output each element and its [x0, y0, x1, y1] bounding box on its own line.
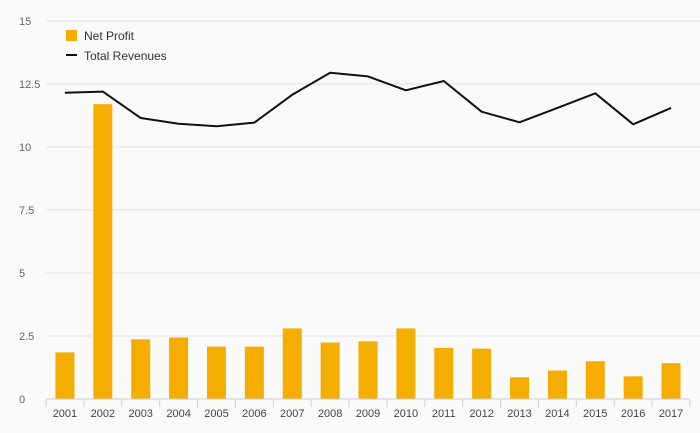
bar-net-profit [244, 346, 264, 399]
y-tick-label: 0 [19, 394, 25, 406]
bar-net-profit [282, 328, 302, 399]
total-revenues-line-layer [64, 71, 672, 128]
x-tick-label: 2006 [242, 408, 266, 420]
bar-net-profit [206, 346, 226, 399]
x-axis: 2001 2002 2003 2004 2005 2006 2007 2008 2009 2010… [45, 398, 691, 420]
bar-net-profit [661, 363, 681, 399]
y-tick-label: 5 [19, 268, 25, 280]
x-tick-label: 2003 [128, 408, 152, 420]
legend-label-net-profit: Net Profit [84, 29, 135, 43]
x-tick-label: 2011 [432, 408, 456, 420]
x-tick-label: 2014 [545, 408, 569, 420]
y-tick-label: 10 [19, 142, 31, 154]
y-tick-label: 2.5 [19, 331, 34, 343]
x-tick-label: 2004 [166, 408, 190, 420]
bar-net-profit [93, 104, 113, 399]
x-tick-label: 2015 [583, 408, 607, 420]
legend-swatch-net-profit [66, 30, 77, 41]
x-tick-label: 2012 [469, 408, 493, 420]
x-tick-label: 2001 [53, 408, 77, 420]
y-tick-label: 12.5 [19, 79, 40, 91]
bar-net-profit [547, 370, 567, 399]
bar-net-profit [396, 328, 416, 399]
x-tick-label: 2007 [280, 408, 304, 420]
bar-net-profit [585, 361, 605, 399]
bar-net-profit [434, 347, 454, 399]
bar-net-profit [169, 337, 189, 399]
x-tick-label: 2009 [356, 408, 380, 420]
x-tick-label: 2016 [621, 408, 645, 420]
bar-net-profit [55, 352, 75, 399]
x-tick-label: 2008 [318, 408, 342, 420]
bar-net-profit [472, 348, 492, 399]
x-tick-label: 2013 [507, 408, 531, 420]
net-profit-bars [55, 104, 681, 399]
x-tick-label: 2017 [659, 408, 683, 420]
legend-label-total-revenues: Total Revenues [84, 49, 167, 63]
bar-net-profit [358, 341, 378, 399]
y-tick-label: 15 [19, 16, 31, 28]
y-tick-label: 7.5 [19, 205, 34, 217]
x-tick-label: 2010 [394, 408, 418, 420]
total-revenues-line [64, 71, 672, 128]
bar-net-profit [320, 342, 340, 399]
gridlines [46, 20, 700, 337]
bar-net-profit [131, 339, 151, 399]
x-tick-label: 2005 [204, 408, 228, 420]
y-axis: 0 2.5 5 7.5 10 12.5 15 [19, 16, 40, 406]
bar-net-profit [623, 376, 643, 399]
x-tick-label: 2002 [91, 408, 115, 420]
legend: Net Profit Total Revenues [66, 29, 167, 63]
bar-net-profit [510, 377, 530, 399]
